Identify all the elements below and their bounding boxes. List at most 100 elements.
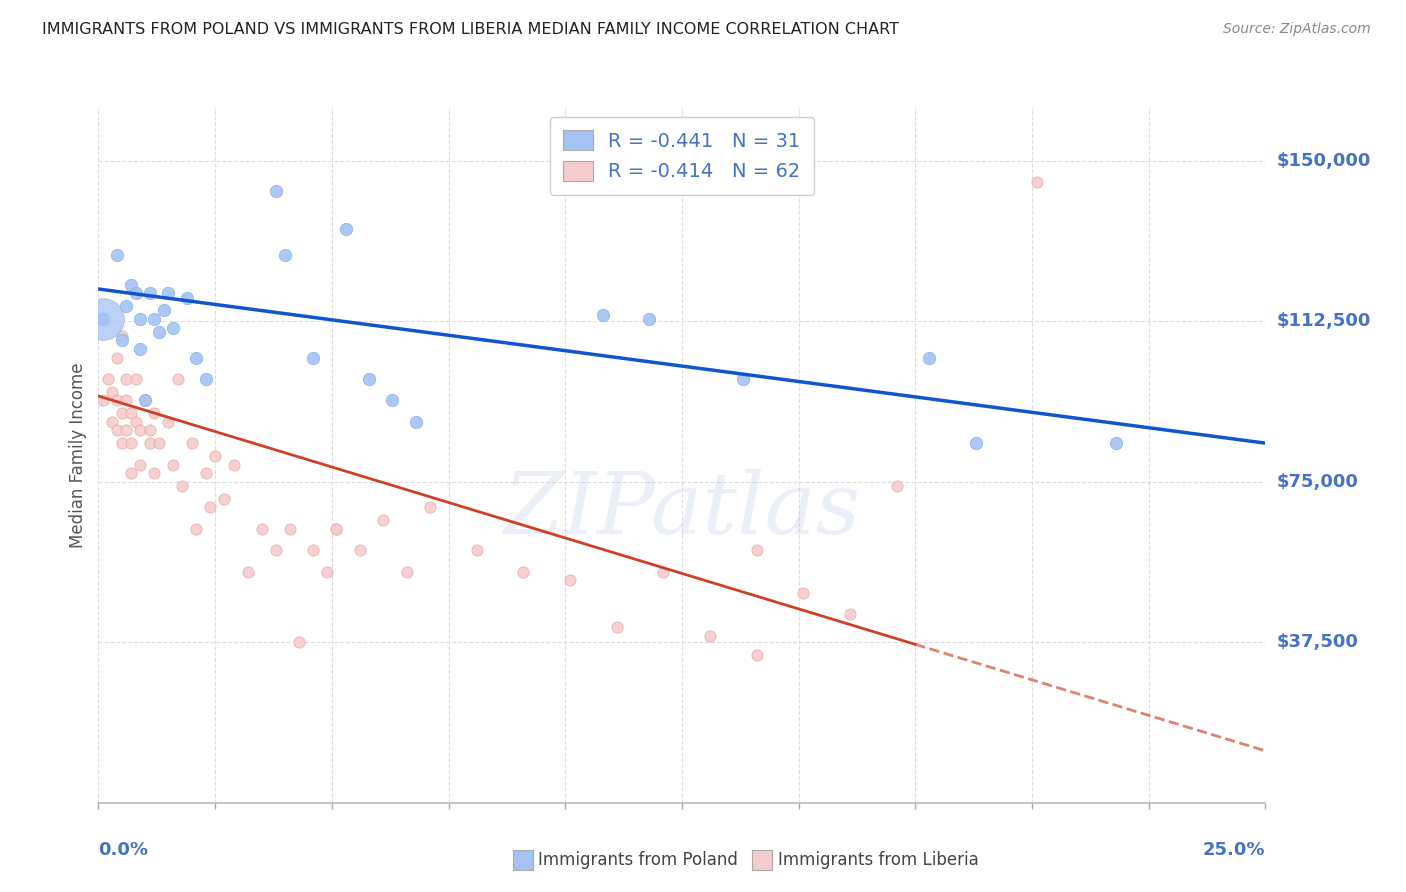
Point	[214, 491, 236, 506]
Point	[186, 351, 208, 365]
Point	[745, 648, 768, 662]
Point	[204, 449, 226, 463]
Point	[143, 466, 166, 480]
Point	[839, 607, 862, 622]
Point	[745, 543, 768, 558]
Point	[316, 565, 339, 579]
Point	[172, 479, 194, 493]
Text: $150,000: $150,000	[1277, 152, 1371, 169]
Point	[373, 513, 395, 527]
Point	[325, 522, 347, 536]
Point	[120, 466, 142, 480]
Point	[465, 543, 488, 558]
Point	[359, 372, 381, 386]
Point	[152, 303, 174, 318]
Point	[101, 384, 124, 399]
Text: ZIPatlas: ZIPatlas	[503, 469, 860, 552]
Point	[278, 522, 301, 536]
Point	[134, 393, 156, 408]
Point	[101, 415, 124, 429]
Point	[162, 320, 184, 334]
Point	[194, 466, 217, 480]
Point	[105, 393, 128, 408]
Point	[157, 286, 180, 301]
Point	[115, 372, 138, 386]
Point	[302, 351, 325, 365]
Point	[335, 222, 357, 236]
Point	[91, 393, 114, 408]
Point	[105, 423, 128, 437]
Text: IMMIGRANTS FROM POLAND VS IMMIGRANTS FROM LIBERIA MEDIAN FAMILY INCOME CORRELATI: IMMIGRANTS FROM POLAND VS IMMIGRANTS FRO…	[42, 22, 900, 37]
Point	[965, 436, 987, 450]
Point	[105, 248, 128, 262]
Point	[222, 458, 245, 472]
Point	[236, 565, 259, 579]
Text: Source: ZipAtlas.com: Source: ZipAtlas.com	[1223, 22, 1371, 37]
Point	[792, 586, 814, 600]
Point	[325, 522, 347, 536]
Point	[405, 415, 427, 429]
Point	[302, 543, 325, 558]
Point	[143, 406, 166, 420]
Point	[194, 372, 217, 386]
Point	[419, 500, 441, 515]
Point	[139, 286, 162, 301]
Point	[125, 286, 148, 301]
Point	[264, 184, 287, 198]
Point	[200, 500, 222, 515]
Point	[91, 312, 114, 326]
Point	[120, 277, 142, 292]
Point	[115, 299, 138, 313]
Point	[125, 372, 148, 386]
Point	[186, 522, 208, 536]
Point	[129, 458, 152, 472]
Point	[129, 342, 152, 356]
Point	[250, 522, 273, 536]
Point	[180, 436, 202, 450]
Point	[139, 423, 162, 437]
Point	[652, 565, 675, 579]
Point	[157, 415, 180, 429]
Point	[274, 248, 297, 262]
Text: $37,500: $37,500	[1277, 633, 1358, 651]
Point	[148, 436, 170, 450]
Point	[129, 423, 152, 437]
Text: $75,000: $75,000	[1277, 473, 1358, 491]
Point	[134, 393, 156, 408]
Point	[111, 436, 134, 450]
Point	[115, 393, 138, 408]
Point	[592, 308, 614, 322]
Point	[105, 351, 128, 365]
Point	[115, 423, 138, 437]
Point	[638, 312, 661, 326]
Point	[97, 372, 120, 386]
Point	[111, 406, 134, 420]
Point	[129, 312, 152, 326]
Point	[176, 291, 198, 305]
Point	[139, 436, 162, 450]
Point	[264, 543, 287, 558]
Point	[349, 543, 371, 558]
Point	[1025, 175, 1047, 189]
Y-axis label: Median Family Income: Median Family Income	[69, 362, 87, 548]
Point	[125, 415, 148, 429]
Text: 25.0%: 25.0%	[1204, 841, 1265, 859]
Point	[1105, 436, 1128, 450]
Point	[606, 620, 628, 634]
Text: $112,500: $112,500	[1277, 312, 1371, 330]
Point	[288, 635, 311, 649]
Point	[395, 565, 418, 579]
Point	[111, 329, 134, 343]
Point	[91, 312, 114, 326]
Point	[120, 436, 142, 450]
Point	[162, 458, 184, 472]
Point	[699, 629, 721, 643]
Text: 0.0%: 0.0%	[98, 841, 149, 859]
Point	[731, 372, 754, 386]
Point	[886, 479, 908, 493]
Legend: R = -0.441   N = 31, R = -0.414   N = 62: R = -0.441 N = 31, R = -0.414 N = 62	[550, 117, 814, 194]
Point	[111, 334, 134, 348]
Point	[558, 573, 581, 587]
Point	[166, 372, 188, 386]
Point	[512, 565, 534, 579]
